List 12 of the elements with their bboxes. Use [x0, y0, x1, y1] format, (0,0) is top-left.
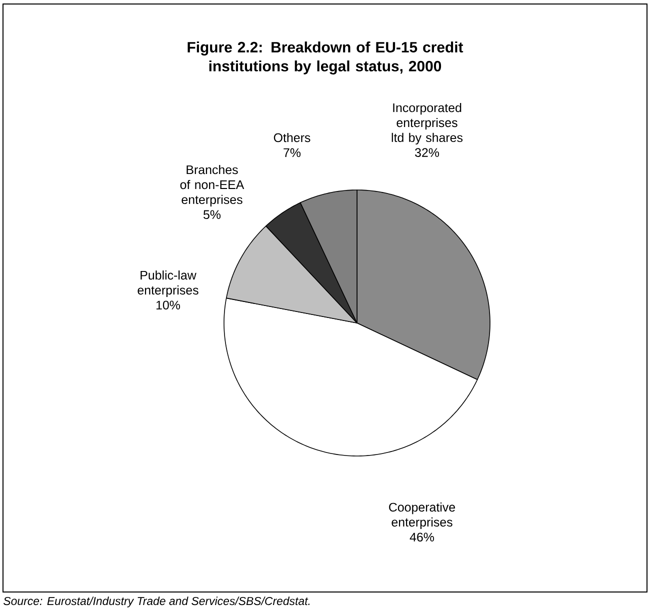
slice-label: Public-law enterprises — [138, 270, 198, 298]
slice-label: Incorporated enterprises ltd by shares — [392, 102, 463, 144]
data-label: 32% — [415, 148, 440, 157]
data-label: 7% — [284, 148, 301, 158]
slice-label: Cooperative enterprises — [389, 502, 456, 530]
slice-label: Branches of non-EEA enterprises — [180, 164, 244, 206]
chart-title: Figure 2.2: Breakdown of EU-15 credit institutions by legal status, 2000 — [188, 42, 464, 74]
slice-label: Others — [274, 132, 310, 142]
source-note: Source: Eurostat/Industry Trade and Services/SBS/Credstat. — [4, 596, 310, 608]
data-label: 10% — [156, 300, 180, 310]
data-label: 46% — [410, 532, 434, 542]
data-label: 5% — [204, 210, 221, 219]
